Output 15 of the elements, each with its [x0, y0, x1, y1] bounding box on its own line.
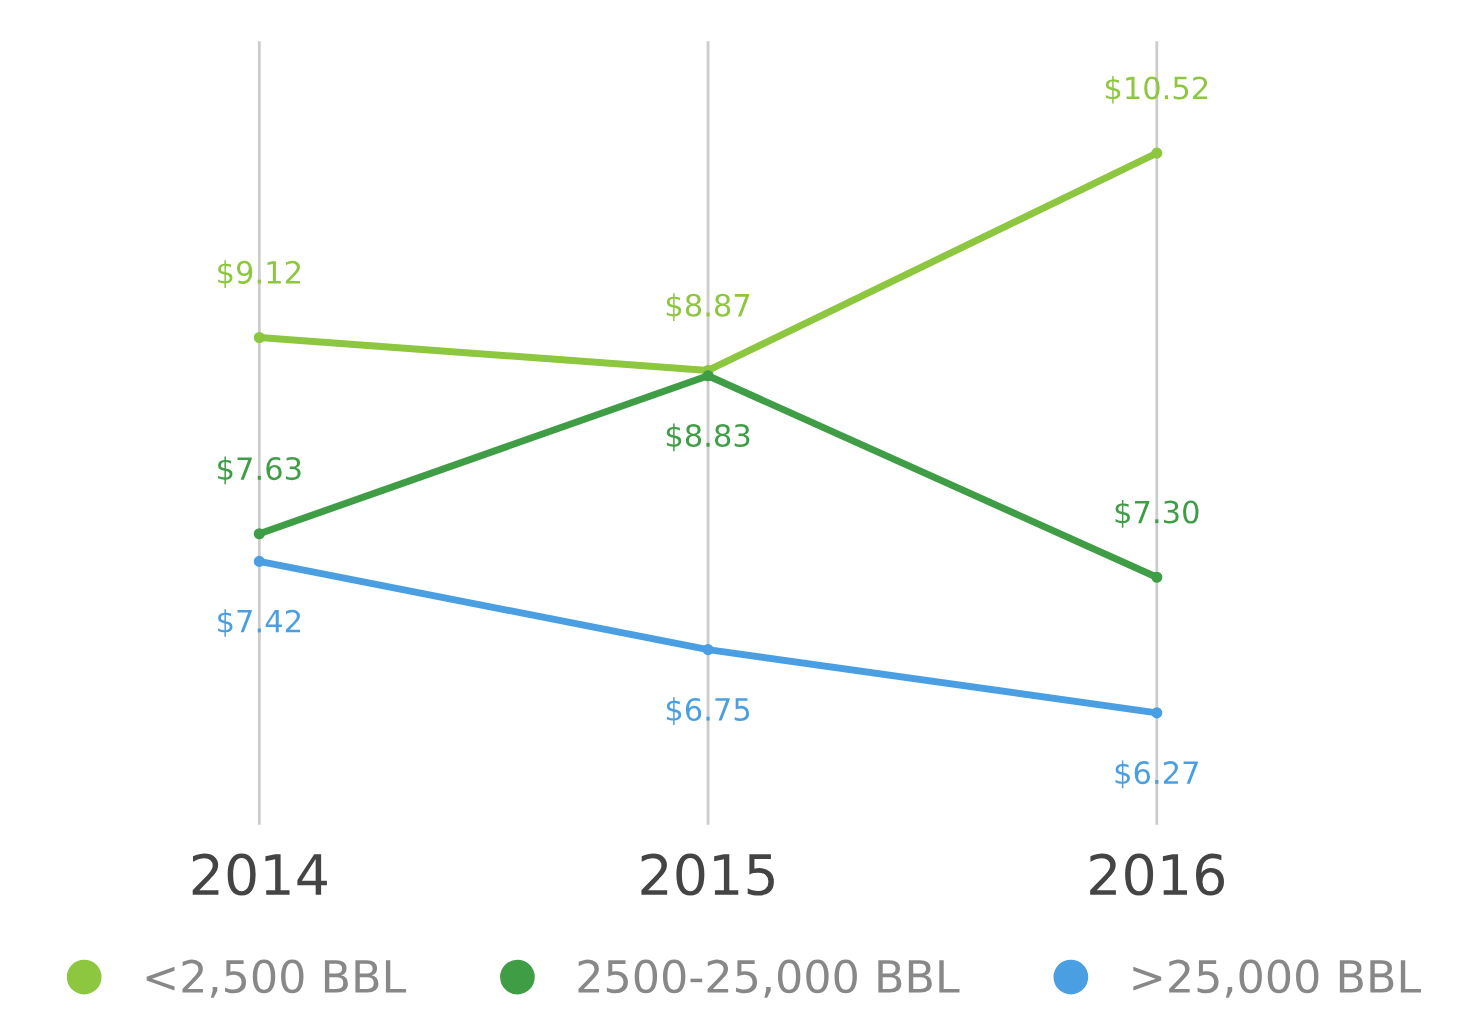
data-label: $6.75	[666, 697, 750, 726]
data-label: $7.42	[218, 609, 300, 637]
x-tick-label: 2016	[1090, 853, 1224, 896]
data-label: $7.63	[218, 456, 301, 485]
data-label: $6.27	[1115, 760, 1198, 789]
legend-label: >25,000 BBL	[1133, 959, 1422, 998]
legend-label: 2500-25,000 BBL	[578, 959, 960, 998]
data-label: $10.52	[1105, 75, 1208, 104]
data-label: $8.83	[666, 423, 750, 452]
legend-label: <2,500 BBL	[146, 959, 407, 998]
x-tick-label: 2014	[192, 853, 327, 896]
x-tick-label: 2015	[641, 853, 774, 896]
data-label: $7.30	[1115, 499, 1199, 528]
data-label: $9.12	[218, 260, 300, 288]
data-label: $8.87	[666, 293, 750, 321]
